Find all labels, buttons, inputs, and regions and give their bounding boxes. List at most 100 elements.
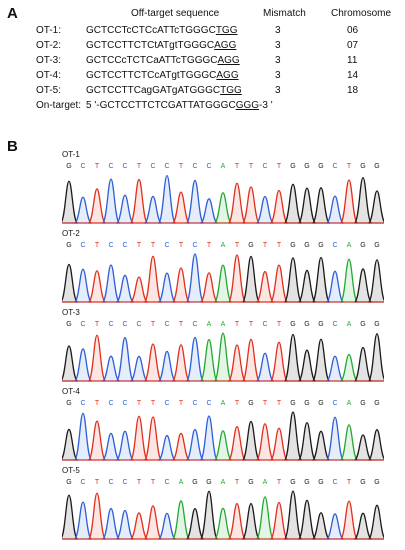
trace-peak-t [143,343,163,382]
trace-peak-c [325,355,345,382]
base-call-label: A [221,321,226,328]
base-call-label: G [66,479,71,486]
base-call-label: A [263,479,268,486]
off-target-sequence: GCTCCTTCTCtATgtTGGGCAGG [86,40,236,51]
base-call-label: G [304,321,309,328]
base-call-label: T [137,479,142,486]
trace-peak-g [353,177,373,224]
trace-peak-t [255,423,275,461]
base-call-label: C [164,242,169,249]
row-label: OT-4: [36,70,62,81]
table-row: OT-3: GCTCCcTCTCaATTcTGGGCAGG 3 11 [0,55,405,69]
trace-peak-t [269,501,289,540]
trace-peak-g [283,490,303,540]
base-call-label: C [80,321,85,328]
base-call-label: C [332,400,337,407]
trace-peak-a [213,264,233,303]
trace-peak-g [367,429,384,461]
pam-sequence: GGG [235,100,260,111]
base-call-label: T [249,163,254,170]
trace-peak-a [339,258,359,303]
base-call-label: C [108,321,113,328]
base-call-label: T [277,242,282,249]
trace-peak-c [255,352,275,382]
base-call-label: A [347,321,352,328]
base-call-label: C [80,163,85,170]
base-call-label: T [277,163,282,170]
trace-peak-c [73,268,93,303]
trace-peak-g [353,346,373,382]
trace-peak-g [367,259,384,303]
base-call-label: A [221,479,226,486]
trace-peak-c [325,195,345,224]
trace-peak-c [157,350,177,382]
base-call-label: G [248,479,253,486]
trace-peak-c [325,416,345,461]
base-call-label: G [304,479,309,486]
base-call-label: G [318,479,323,486]
base-call-label: G [374,163,379,170]
chromosome-number: 07 [347,40,359,51]
off-target-sequence: GCTCCTTCagGATgATGGGCTGG [86,85,242,96]
mismatch-count: 3 [275,70,281,81]
base-call-label: T [179,242,184,249]
trace-peak-t [143,505,163,540]
protospacer: GCTCCcTCTCaATTcTGGGC [86,55,218,66]
mismatch-column-header: Mismatch [263,8,306,19]
base-call-label: G [360,321,365,328]
trace-peak-t [227,344,247,382]
base-call-label: C [206,163,211,170]
trace-peak-t [87,270,107,303]
base-call-label: T [95,242,100,249]
trace-peak-a [213,507,233,540]
trace-peak-c [101,507,121,540]
mismatch-count: 3 [275,55,281,66]
trace-peak-t [241,338,261,382]
base-call-label: C [192,163,197,170]
trace-peak-t [87,188,107,224]
trace-peak-g [199,490,219,540]
trace-peak-g [283,257,303,303]
base-call-label: G [318,163,323,170]
base-call-label: C [80,242,85,249]
trace-peak-g [283,183,303,224]
trace-peak-g [241,420,261,461]
row-label: OT-5: [36,85,62,96]
trace-peak-a [339,424,359,461]
chromosome-column-header: Chromosome [331,8,392,19]
base-call-label: G [290,163,295,170]
trace-peak-a [171,500,191,540]
trace-peak-a [213,192,233,224]
base-call-label: T [151,479,156,486]
table-row: OT-5: GCTCCTTCagGATgATGGGCTGG 3 18 [0,85,405,99]
trace-peak-c [185,428,205,461]
pam-sequence: AGG [217,55,240,66]
trace-peak-c [199,198,219,224]
base-call-label: T [347,163,352,170]
trace-peak-t [269,427,289,461]
trace-peak-g [367,333,384,382]
mismatch-count: 3 [275,25,281,36]
trace-peak-a [339,353,359,382]
base-call-label: T [263,242,268,249]
base-call-label: A [221,400,226,407]
trace-peak-t [129,276,149,303]
trace-peak-g [297,349,317,382]
base-call-label: G [304,400,309,407]
trace-label: OT-2 [62,229,80,238]
trace-peak-c [73,501,93,540]
chromosome-number: 06 [347,25,359,36]
base-call-label: C [192,242,197,249]
trace-peak-g [283,333,303,382]
base-call-label: T [235,242,240,249]
base-call-label: T [249,321,254,328]
trace-peak-c [157,174,177,224]
trace-peak-c [199,415,219,461]
trace-peak-g [311,256,331,303]
base-call-label: C [164,321,169,328]
